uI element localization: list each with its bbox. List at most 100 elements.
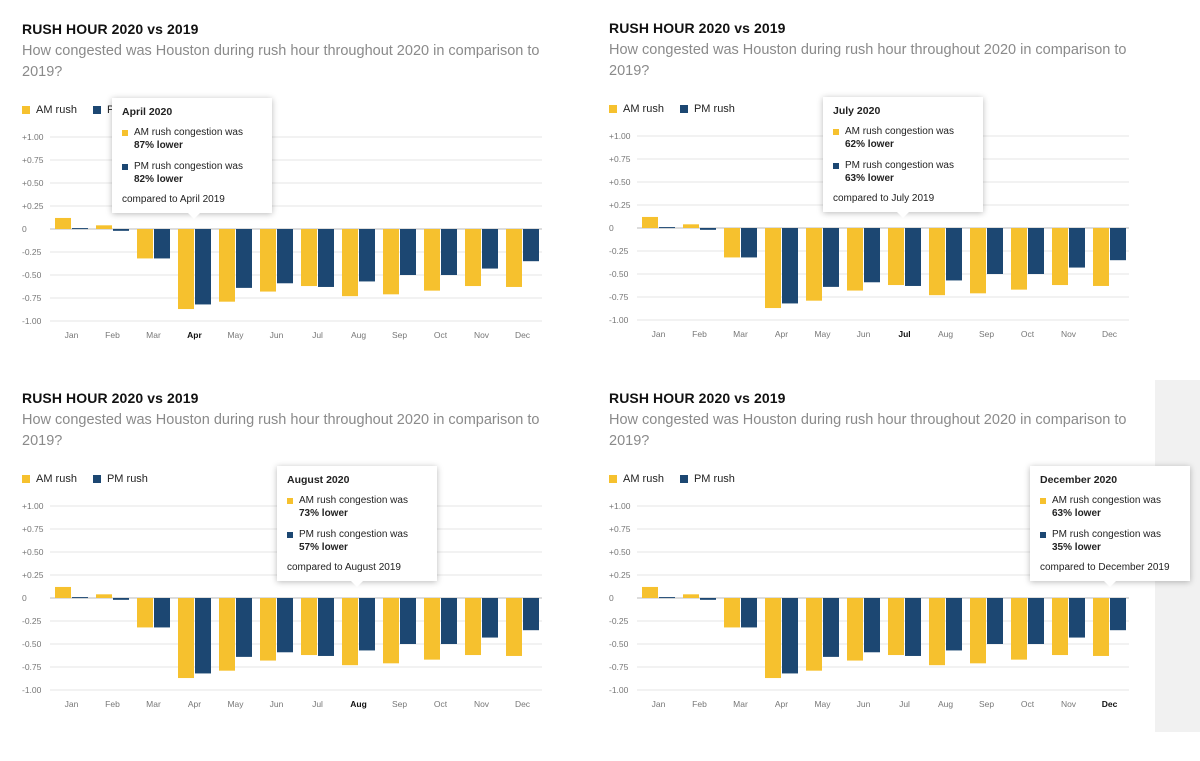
bar-am-feb[interactable]: [683, 224, 699, 228]
bar-am-sep[interactable]: [383, 229, 399, 295]
bar-pm-feb[interactable]: [113, 598, 129, 600]
bar-am-dec[interactable]: [506, 598, 522, 656]
legend-pm[interactable]: PM rush: [92, 473, 148, 485]
bar-am-nov[interactable]: [465, 229, 481, 287]
bar-am-apr[interactable]: [765, 598, 781, 679]
bar-am-oct[interactable]: [424, 598, 440, 660]
bar-pm-aug[interactable]: [946, 228, 962, 281]
bar-am-nov[interactable]: [465, 598, 481, 656]
legend-pm[interactable]: PM rush: [679, 473, 735, 485]
bar-pm-apr[interactable]: [782, 598, 798, 674]
bar-am-jan[interactable]: [642, 216, 658, 228]
bar-am-sep[interactable]: [383, 598, 399, 664]
bar-am-may[interactable]: [806, 228, 822, 301]
bar-pm-jun[interactable]: [864, 598, 880, 653]
bar-am-apr[interactable]: [178, 229, 194, 310]
bar-am-jun[interactable]: [847, 598, 863, 661]
bar-am-oct[interactable]: [424, 229, 440, 291]
bar-pm-sep[interactable]: [400, 598, 416, 644]
bar-pm-jan[interactable]: [659, 597, 675, 599]
bar-pm-may[interactable]: [236, 229, 252, 288]
bar-pm-apr[interactable]: [782, 228, 798, 304]
bar-pm-jun[interactable]: [864, 228, 880, 283]
bar-pm-oct[interactable]: [1028, 598, 1044, 644]
bar-am-feb[interactable]: [683, 594, 699, 598]
bar-am-may[interactable]: [219, 229, 235, 302]
bar-pm-feb[interactable]: [113, 229, 129, 231]
bar-pm-oct[interactable]: [441, 598, 457, 644]
bar-am-jul[interactable]: [888, 598, 904, 656]
bar-am-may[interactable]: [219, 598, 235, 671]
bar-am-apr[interactable]: [765, 228, 781, 309]
bar-am-oct[interactable]: [1011, 598, 1027, 660]
bar-am-dec[interactable]: [1093, 598, 1109, 656]
bar-pm-jul[interactable]: [905, 228, 921, 286]
bar-pm-oct[interactable]: [441, 229, 457, 275]
bar-pm-dec[interactable]: [523, 598, 539, 631]
bar-pm-mar[interactable]: [741, 228, 757, 258]
bar-pm-aug[interactable]: [359, 598, 375, 651]
bar-am-mar[interactable]: [724, 598, 740, 628]
bar-pm-nov[interactable]: [1069, 228, 1085, 268]
bar-pm-apr[interactable]: [195, 229, 211, 305]
bar-pm-nov[interactable]: [1069, 598, 1085, 638]
bar-am-dec[interactable]: [506, 229, 522, 287]
bar-am-jul[interactable]: [301, 598, 317, 656]
bar-pm-dec[interactable]: [1110, 598, 1126, 631]
bar-am-mar[interactable]: [137, 598, 153, 628]
legend-am[interactable]: AM rush: [609, 103, 664, 115]
bar-am-aug[interactable]: [929, 598, 945, 666]
bar-am-jan[interactable]: [55, 217, 71, 229]
bar-pm-may[interactable]: [823, 598, 839, 657]
bar-pm-sep[interactable]: [987, 228, 1003, 274]
bar-pm-jan[interactable]: [72, 597, 88, 599]
bar-pm-jun[interactable]: [277, 229, 293, 284]
bar-pm-sep[interactable]: [400, 229, 416, 275]
bar-am-mar[interactable]: [724, 228, 740, 258]
bar-pm-dec[interactable]: [1110, 228, 1126, 261]
bar-pm-jul[interactable]: [318, 598, 334, 656]
bar-pm-feb[interactable]: [700, 598, 716, 600]
bar-am-may[interactable]: [806, 598, 822, 671]
bar-am-jun[interactable]: [260, 229, 276, 292]
legend-am[interactable]: AM rush: [22, 473, 77, 485]
bar-pm-nov[interactable]: [482, 598, 498, 638]
bar-pm-dec[interactable]: [523, 229, 539, 262]
bar-am-jun[interactable]: [847, 228, 863, 291]
legend-pm[interactable]: PM rush: [679, 103, 735, 115]
bar-am-oct[interactable]: [1011, 228, 1027, 290]
bar-pm-jul[interactable]: [905, 598, 921, 656]
bar-am-jan[interactable]: [55, 586, 71, 598]
bar-am-apr[interactable]: [178, 598, 194, 679]
legend-am[interactable]: AM rush: [22, 104, 77, 116]
bar-pm-sep[interactable]: [987, 598, 1003, 644]
bar-am-aug[interactable]: [929, 228, 945, 296]
bar-pm-oct[interactable]: [1028, 228, 1044, 274]
bar-am-mar[interactable]: [137, 229, 153, 259]
bar-pm-mar[interactable]: [741, 598, 757, 628]
bar-pm-feb[interactable]: [700, 228, 716, 230]
bar-pm-jul[interactable]: [318, 229, 334, 287]
bar-pm-mar[interactable]: [154, 229, 170, 259]
bar-am-sep[interactable]: [970, 228, 986, 294]
legend-am[interactable]: AM rush: [609, 473, 664, 485]
bar-pm-may[interactable]: [236, 598, 252, 657]
bar-am-jun[interactable]: [260, 598, 276, 661]
bar-am-aug[interactable]: [342, 598, 358, 666]
bar-am-jul[interactable]: [301, 229, 317, 287]
bar-am-feb[interactable]: [96, 594, 112, 598]
bar-pm-apr[interactable]: [195, 598, 211, 674]
bar-am-nov[interactable]: [1052, 598, 1068, 656]
bar-am-aug[interactable]: [342, 229, 358, 297]
bar-pm-jan[interactable]: [659, 227, 675, 229]
bar-pm-may[interactable]: [823, 228, 839, 287]
bar-am-nov[interactable]: [1052, 228, 1068, 286]
bar-pm-jun[interactable]: [277, 598, 293, 653]
bar-pm-mar[interactable]: [154, 598, 170, 628]
bar-am-dec[interactable]: [1093, 228, 1109, 286]
bar-am-sep[interactable]: [970, 598, 986, 664]
bar-am-jan[interactable]: [642, 586, 658, 598]
bar-pm-nov[interactable]: [482, 229, 498, 269]
bar-pm-jan[interactable]: [72, 228, 88, 230]
bar-am-jul[interactable]: [888, 228, 904, 286]
